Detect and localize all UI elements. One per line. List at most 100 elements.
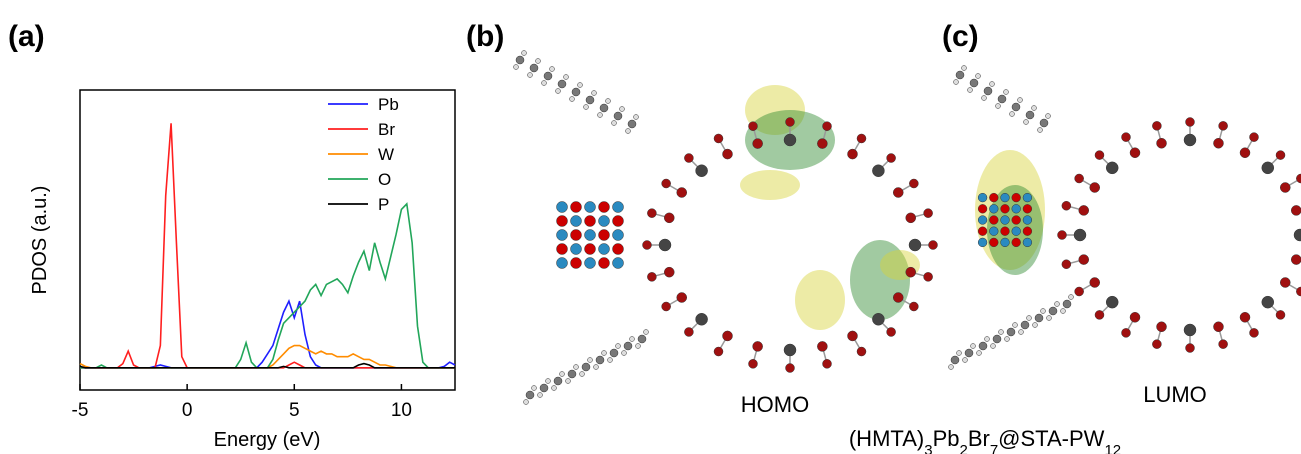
legend-label: W bbox=[378, 145, 394, 164]
atom bbox=[989, 204, 998, 213]
atom bbox=[1090, 278, 1100, 288]
atom bbox=[982, 96, 987, 101]
atom bbox=[909, 179, 918, 188]
atom bbox=[1040, 119, 1048, 127]
atom bbox=[1122, 328, 1131, 337]
atom bbox=[1055, 302, 1060, 307]
atom bbox=[571, 244, 582, 255]
atom bbox=[1095, 310, 1104, 319]
atom bbox=[582, 363, 590, 371]
atom bbox=[1250, 328, 1259, 337]
atom bbox=[599, 244, 610, 255]
atom bbox=[1240, 312, 1250, 322]
atom bbox=[977, 351, 982, 356]
atom bbox=[1291, 255, 1301, 265]
atom bbox=[554, 377, 562, 385]
atom bbox=[956, 71, 964, 79]
atom bbox=[1184, 134, 1196, 146]
atom bbox=[1186, 118, 1195, 127]
atom bbox=[1075, 174, 1084, 183]
atom bbox=[1069, 295, 1074, 300]
legend-label: P bbox=[378, 195, 389, 214]
atom bbox=[1219, 121, 1228, 130]
atom bbox=[628, 120, 636, 128]
atom bbox=[978, 193, 987, 202]
atom bbox=[612, 121, 617, 126]
atom bbox=[1013, 323, 1018, 328]
atom bbox=[1291, 205, 1301, 215]
figure: (a) (b) (c) Energy (eV) PDOS (a.u.) HOMO… bbox=[0, 0, 1301, 454]
atom bbox=[970, 79, 978, 87]
atom bbox=[602, 351, 607, 356]
atom bbox=[613, 216, 624, 227]
atom bbox=[817, 341, 827, 351]
atom bbox=[906, 267, 916, 277]
atom bbox=[909, 302, 918, 311]
atom bbox=[1023, 238, 1032, 247]
atom bbox=[588, 358, 593, 363]
atom bbox=[662, 302, 671, 311]
atom bbox=[1276, 151, 1285, 160]
atom bbox=[985, 337, 990, 342]
atom bbox=[1184, 324, 1196, 336]
atom bbox=[620, 107, 625, 112]
atom bbox=[522, 51, 527, 56]
atom bbox=[1026, 111, 1034, 119]
atom bbox=[984, 87, 992, 95]
atom bbox=[557, 258, 568, 269]
atom bbox=[614, 112, 622, 120]
atom bbox=[1047, 316, 1052, 321]
atom bbox=[1074, 229, 1086, 241]
atom bbox=[929, 241, 938, 250]
atom bbox=[572, 88, 580, 96]
atom bbox=[606, 99, 611, 104]
atom bbox=[1023, 204, 1032, 213]
atom bbox=[586, 96, 594, 104]
atom bbox=[556, 89, 561, 94]
atom bbox=[1240, 148, 1250, 158]
atom bbox=[608, 358, 613, 363]
atom bbox=[979, 342, 987, 350]
atom bbox=[598, 113, 603, 118]
atom bbox=[857, 347, 866, 356]
atom bbox=[584, 105, 589, 110]
x-axis-label: Energy (eV) bbox=[214, 429, 321, 451]
atom bbox=[1130, 312, 1140, 322]
orbital-label: HOMO bbox=[741, 392, 809, 417]
atom bbox=[1079, 205, 1089, 215]
atom bbox=[662, 179, 671, 188]
atom bbox=[568, 370, 576, 378]
atom bbox=[624, 342, 632, 350]
atom bbox=[599, 202, 610, 213]
atom bbox=[971, 344, 976, 349]
atom bbox=[557, 244, 568, 255]
atom bbox=[1130, 148, 1140, 158]
atom bbox=[1012, 193, 1021, 202]
atom bbox=[528, 73, 533, 78]
atom bbox=[552, 386, 557, 391]
panel-label: (b) bbox=[466, 20, 504, 53]
atom bbox=[613, 230, 624, 241]
atom bbox=[664, 213, 674, 223]
atom bbox=[585, 202, 596, 213]
atom bbox=[684, 154, 693, 163]
atom bbox=[677, 188, 687, 198]
atom bbox=[696, 165, 708, 177]
atom bbox=[963, 358, 968, 363]
atom bbox=[1213, 322, 1223, 332]
atom bbox=[1062, 260, 1071, 269]
atom bbox=[580, 372, 585, 377]
atom bbox=[636, 344, 641, 349]
atom bbox=[1276, 310, 1285, 319]
atom bbox=[978, 227, 987, 236]
formula-part: (HMTA) bbox=[849, 426, 924, 451]
atom bbox=[585, 244, 596, 255]
atom bbox=[909, 239, 921, 251]
series-line bbox=[80, 301, 455, 368]
atom bbox=[951, 356, 959, 364]
atom bbox=[592, 91, 597, 96]
atom bbox=[924, 272, 933, 281]
atom bbox=[1106, 296, 1118, 308]
atom bbox=[599, 230, 610, 241]
atom bbox=[638, 335, 646, 343]
